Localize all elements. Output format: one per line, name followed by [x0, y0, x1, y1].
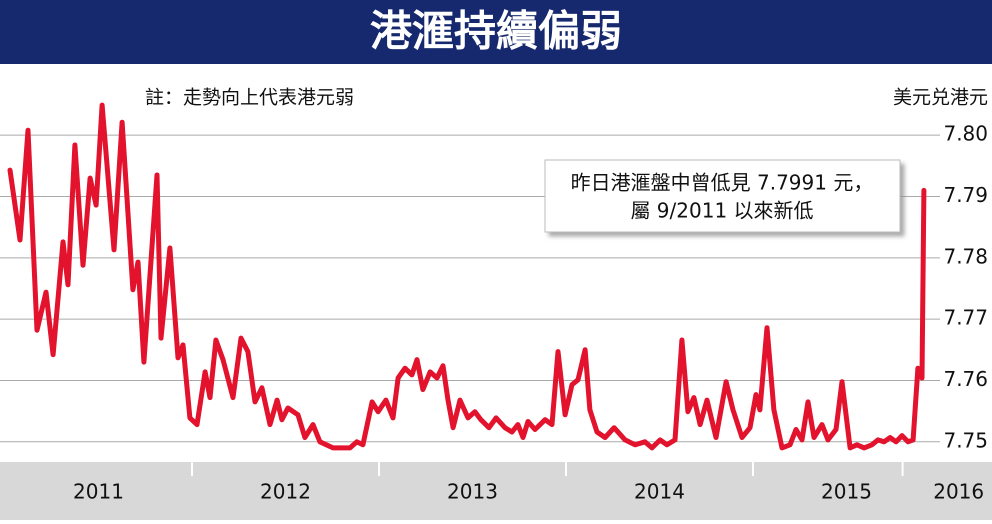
x-axis-band — [0, 462, 992, 520]
title-bar — [0, 0, 992, 64]
x-tick-label: 2013 — [447, 480, 498, 504]
y-tick-label: 7.76 — [943, 367, 988, 391]
y-tick-label: 7.79 — [943, 183, 988, 207]
annotation-line: 屬 9/2011 以來新低 — [630, 199, 813, 223]
y-tick-label: 7.77 — [943, 306, 988, 330]
annotation-line: 昨日港滙盤中曾低見 7.7991 元， — [571, 171, 874, 195]
chart-title: 港滙持續偏弱 — [370, 7, 622, 56]
x-tick-label: 2012 — [260, 480, 311, 504]
x-tick-label: 2016 — [933, 480, 984, 504]
annotation-box — [544, 159, 901, 233]
y-tick-label: 7.78 — [943, 244, 988, 268]
y-tick-label: 7.75 — [943, 428, 988, 452]
x-tick-label: 2011 — [73, 480, 124, 504]
y-axis-label: 美元兑港元 — [893, 87, 988, 109]
y-tick-label: 7.80 — [943, 122, 988, 146]
x-tick-label: 2015 — [821, 480, 872, 504]
line — [7, 102, 927, 451]
note: 註：走勢向上代表港元弱 — [145, 87, 354, 109]
x-tick-label: 2014 — [634, 480, 685, 504]
